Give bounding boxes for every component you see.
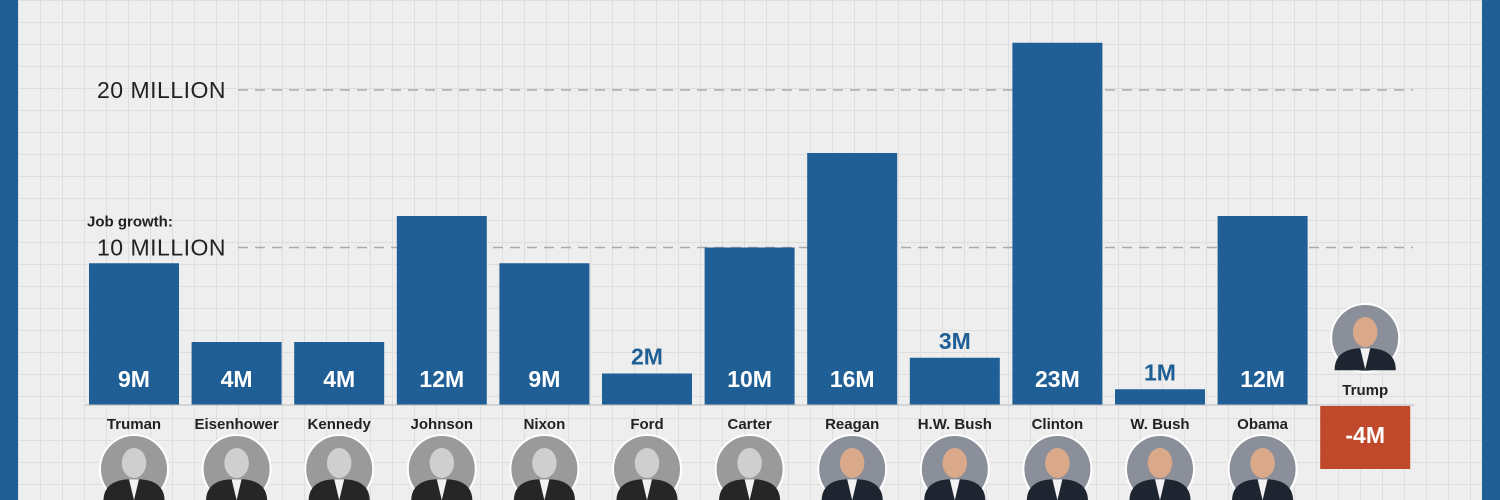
bar-carter [704, 247, 795, 405]
category-label-eisenhower: Eisenhower [194, 416, 278, 433]
bar-clinton [1012, 42, 1103, 405]
ford-portrait-icon [612, 434, 682, 500]
bar-eisenhower [191, 342, 282, 405]
value-label-reagan: 16M [830, 366, 875, 392]
bar-reagan [807, 153, 898, 405]
category-label-carter: Carter [728, 416, 772, 433]
clinton-portrait-icon [1022, 434, 1093, 500]
category-label-kennedy: Kennedy [308, 416, 372, 433]
category-label-clinton: Clinton [1032, 416, 1084, 433]
value-label-carter: 10M [727, 366, 772, 392]
axis-note-label: Job growth: [87, 214, 173, 231]
bar-h-w-bush [909, 357, 1000, 405]
value-label-johnson: 12M [419, 366, 464, 392]
bar-ford [602, 373, 692, 405]
reagan-portrait-icon [817, 434, 888, 500]
trump-portrait-icon [1330, 303, 1401, 373]
category-label-obama: Obama [1237, 416, 1289, 433]
chart-frame: 10 MILLION 20 MILLION Job growth: 9M Truman 4… [18, 0, 1482, 500]
value-label-nixon: 9M [528, 366, 560, 392]
kennedy-portrait-icon [304, 434, 375, 500]
value-label-kennedy: 4M [323, 366, 355, 392]
value-label-ford: 2M [631, 344, 663, 370]
category-label-h-w-bush: H.W. Bush [918, 416, 992, 433]
value-label-obama: 12M [1240, 366, 1285, 392]
category-label-trump: Trump [1342, 382, 1388, 399]
value-label-w-bush: 1M [1144, 359, 1176, 385]
category-label-truman: Truman [107, 416, 161, 433]
truman-portrait-icon [99, 434, 169, 500]
value-label-clinton: 23M [1035, 366, 1080, 392]
reference-label-20: 20 MILLION [97, 77, 226, 103]
obama-portrait-icon [1227, 434, 1298, 500]
eisenhower-portrait-icon [201, 434, 272, 500]
bar-obama [1217, 216, 1308, 405]
bar-johnson [396, 216, 487, 405]
category-label-nixon: Nixon [524, 416, 566, 433]
category-label-reagan: Reagan [825, 416, 879, 433]
value-label-trump: -4M [1345, 422, 1385, 448]
category-label-johnson: Johnson [411, 416, 474, 433]
category-label-ford: Ford [630, 416, 663, 433]
reference-label-10: 10 MILLION [97, 235, 226, 261]
carter-portrait-icon [714, 434, 785, 500]
job-growth-bar-chart: 10 MILLION 20 MILLION Job growth: 9M Truman 4… [85, 42, 1415, 500]
hw-bush-portrait-icon [919, 434, 990, 500]
bar-truman [89, 263, 179, 405]
value-label-h-w-bush: 3M [939, 328, 971, 354]
bar-nixon [499, 263, 590, 405]
w-bush-portrait-icon [1125, 434, 1195, 500]
value-label-eisenhower: 4M [221, 366, 253, 392]
bar-w-bush [1115, 389, 1205, 405]
value-label-truman: 9M [118, 366, 150, 392]
nixon-portrait-icon [509, 434, 580, 500]
johnson-portrait-icon [406, 434, 477, 500]
category-label-w-bush: W. Bush [1130, 416, 1189, 433]
bar-trump [1320, 406, 1411, 469]
bar-kennedy [294, 342, 385, 405]
